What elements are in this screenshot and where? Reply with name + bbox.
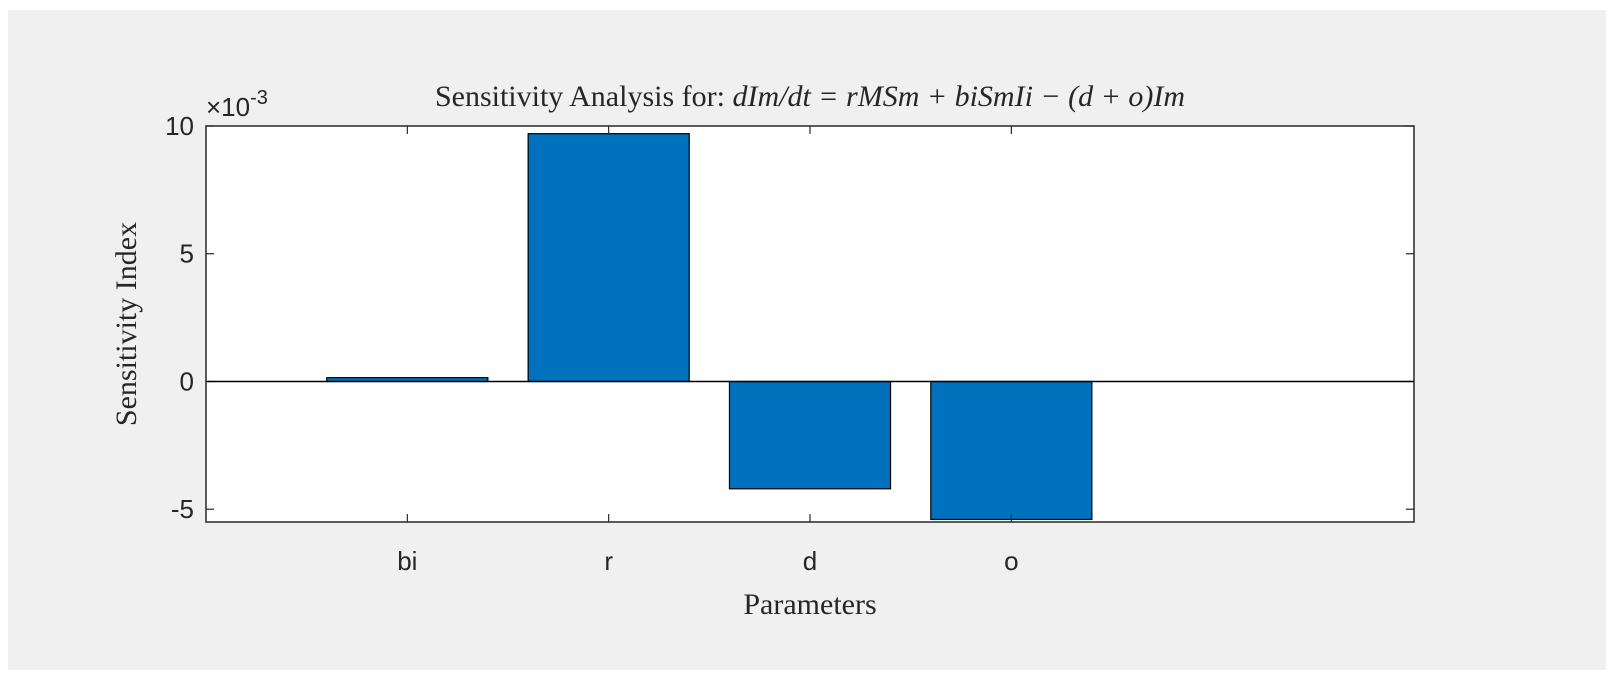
bar-d	[728, 380, 892, 490]
y-axis-label: Sensitivity Index	[110, 222, 143, 426]
y-tick-label: 5	[180, 239, 194, 269]
y-tick-label: -5	[171, 494, 194, 524]
y-exponent-label: ×10-3	[206, 87, 268, 122]
figure-window: bi r d o -5 0 5 10 ×10-3 Sensitivity Analysis f…	[8, 10, 1606, 670]
ticks-layer: bi r d o -5 0 5 10	[165, 111, 1414, 576]
bar-r	[527, 133, 690, 383]
y-tick-label: 10	[165, 111, 194, 141]
bar-o	[930, 380, 1093, 521]
y-tick-label: 0	[180, 366, 194, 396]
x-tick-label-r: r	[604, 546, 613, 576]
chart-title: Sensitivity Analysis for: dIm/dt = rMSm …	[435, 80, 1185, 113]
axes-box	[205, 125, 1415, 523]
sensitivity-bar-chart: bi r d o -5 0 5 10 ×10-3 Sensitivity Analysis f…	[110, 80, 1415, 621]
bars-layer	[326, 133, 1093, 521]
x-tick-label-d: d	[803, 546, 817, 576]
x-tick-label-o: o	[1004, 546, 1018, 576]
x-tick-label-bi: bi	[397, 546, 417, 576]
x-axis-label: Parameters	[743, 588, 876, 621]
